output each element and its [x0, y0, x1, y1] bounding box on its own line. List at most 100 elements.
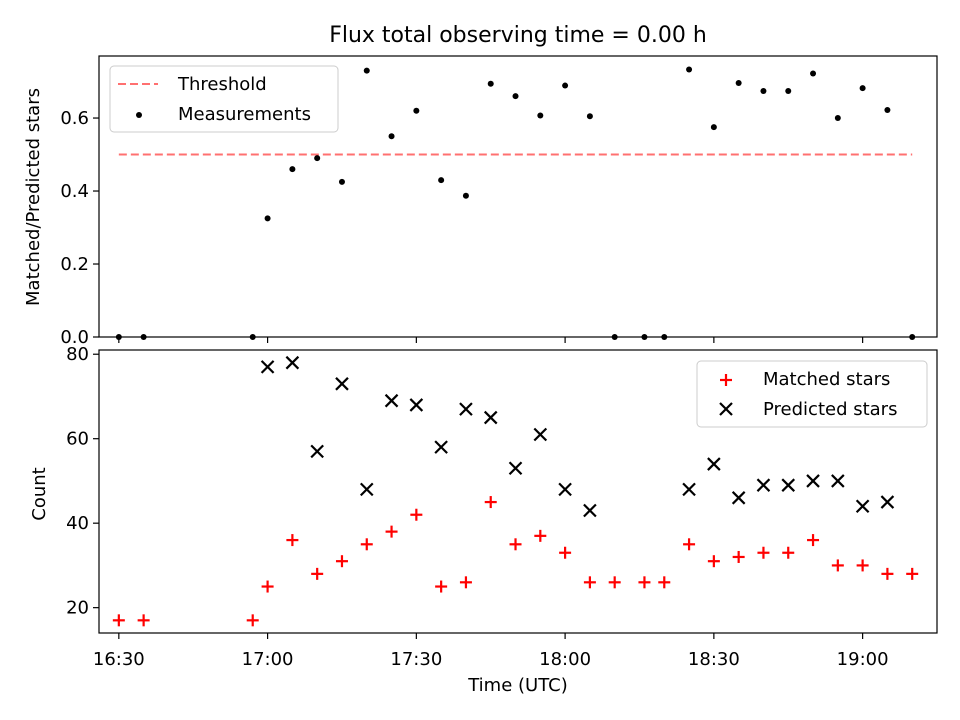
matched-star-point — [534, 529, 547, 542]
measurement-point — [859, 85, 866, 92]
matched-star-point — [360, 538, 373, 551]
matched-star-point — [638, 576, 651, 589]
predicted-star-point — [731, 491, 746, 505]
matched-star-point — [906, 567, 919, 580]
predicted-star-point — [880, 495, 895, 509]
predicted-star-point — [558, 482, 572, 497]
predicted-star-point — [310, 444, 324, 459]
measurement-point — [388, 133, 395, 140]
ytick-label-bottom: 40 — [66, 513, 89, 534]
predicted-x-b — [855, 499, 870, 514]
predicted-x-b — [806, 474, 820, 488]
predicted-star-point — [831, 474, 845, 488]
matched-star-point — [831, 559, 844, 572]
matched-star-point — [261, 580, 274, 593]
ytick-label-bottom: 60 — [66, 429, 89, 450]
measurement-point — [810, 70, 817, 77]
axes-frame-bottom — [98, 349, 938, 634]
matched-star-point — [410, 508, 423, 521]
measurement-point — [562, 82, 569, 89]
matched-star-point — [856, 559, 869, 572]
predicted-x-b — [285, 355, 300, 370]
legend-predicted-swatch — [719, 402, 733, 416]
xtick-label-bottom: 18:00 — [539, 649, 591, 670]
predicted-x-b — [558, 482, 572, 497]
predicted-star-point — [707, 457, 721, 471]
measurement-point — [834, 115, 841, 122]
predicted-x-b — [682, 482, 696, 497]
matched-star-point — [286, 534, 299, 547]
predicted-x-b — [434, 440, 448, 454]
ytick-label-top: 0.4 — [60, 181, 89, 202]
ytick-label-top: 0.2 — [60, 254, 89, 275]
measurement-point — [363, 67, 370, 74]
predicted-x-b — [459, 402, 473, 416]
predicted-star-point — [781, 478, 796, 492]
matched-star-point — [509, 538, 522, 551]
measurement-point — [338, 178, 345, 185]
measurement-point — [413, 107, 420, 114]
measurement-point — [586, 113, 593, 120]
measurement-point — [487, 80, 494, 87]
predicted-star-point — [682, 482, 696, 497]
predicted-star-point — [756, 478, 771, 492]
panel-ratio: 0.0 0.2 0.4 0.6 Matched/Predicted stars Thr… — [23, 55, 938, 348]
predicted-x-b — [831, 474, 845, 488]
predicted-x-b — [409, 398, 424, 412]
predicted-star-point — [434, 440, 448, 454]
matched-star-point — [385, 525, 398, 538]
legend-threshold-label: Threshold — [177, 74, 267, 95]
ytick-label-bottom: 80 — [66, 344, 89, 365]
matched-star-point — [484, 496, 497, 509]
matched-star-point — [583, 576, 596, 589]
predicted-x-b — [781, 478, 796, 492]
matched-star-point — [807, 534, 820, 547]
xtick-label-bottom: 17:30 — [390, 649, 442, 670]
legend-bottom: Matched stars Predicted stars — [696, 360, 928, 428]
measurement-point — [438, 177, 445, 184]
measurement-point — [884, 107, 891, 114]
matched-star-point — [683, 538, 696, 551]
matched-star-point — [559, 546, 572, 559]
predicted-star-point — [483, 410, 498, 425]
measurement-point — [785, 88, 792, 95]
ylabel-bottom: Count — [29, 467, 50, 520]
predicted-star-point — [583, 503, 597, 518]
measurement-point — [710, 124, 717, 131]
legend-measurements-swatch — [136, 112, 142, 118]
predicted-x-b — [384, 393, 399, 408]
xtick-label-bottom: 17:00 — [242, 649, 294, 670]
predicted-x-b — [310, 444, 324, 459]
legend-predicted-label: Predicted stars — [763, 399, 897, 420]
ylabel-top: Matched/Predicted stars — [23, 88, 44, 306]
matched-star-point — [707, 555, 720, 568]
ytick-label-top: 0.0 — [60, 327, 89, 348]
matched-star-point — [335, 555, 348, 568]
predicted-star-point — [409, 398, 424, 412]
matched-star-point — [112, 614, 125, 627]
legend-measurements-label: Measurements — [178, 104, 311, 125]
matched-star-point — [782, 546, 795, 559]
axes-frame-top — [98, 55, 938, 338]
legend-matched-label: Matched stars — [763, 369, 890, 390]
predicted-x-b — [880, 495, 895, 509]
predicted-x-b — [508, 461, 523, 476]
measurement-point — [314, 155, 321, 162]
figure-title: Flux total observing time = 0.00 h — [329, 23, 707, 48]
predicted-x-b — [583, 503, 597, 518]
xtick-label-bottom: 18:30 — [688, 649, 740, 670]
ytick-label-top: 0.6 — [60, 108, 89, 129]
predicted-star-point — [260, 360, 275, 374]
measurement-point — [735, 80, 742, 87]
measurement-point — [512, 93, 519, 100]
predicted-star-point — [806, 474, 820, 488]
xtick-label-bottom: 16:30 — [93, 649, 145, 670]
predicted-x-b — [756, 478, 771, 492]
predicted-star-point — [335, 377, 349, 391]
predicted-star-point — [359, 482, 374, 497]
matched-star-point — [757, 546, 770, 559]
measurement-point — [686, 66, 693, 73]
predicted-star-point — [459, 402, 473, 416]
predicted-x-b — [533, 427, 548, 442]
